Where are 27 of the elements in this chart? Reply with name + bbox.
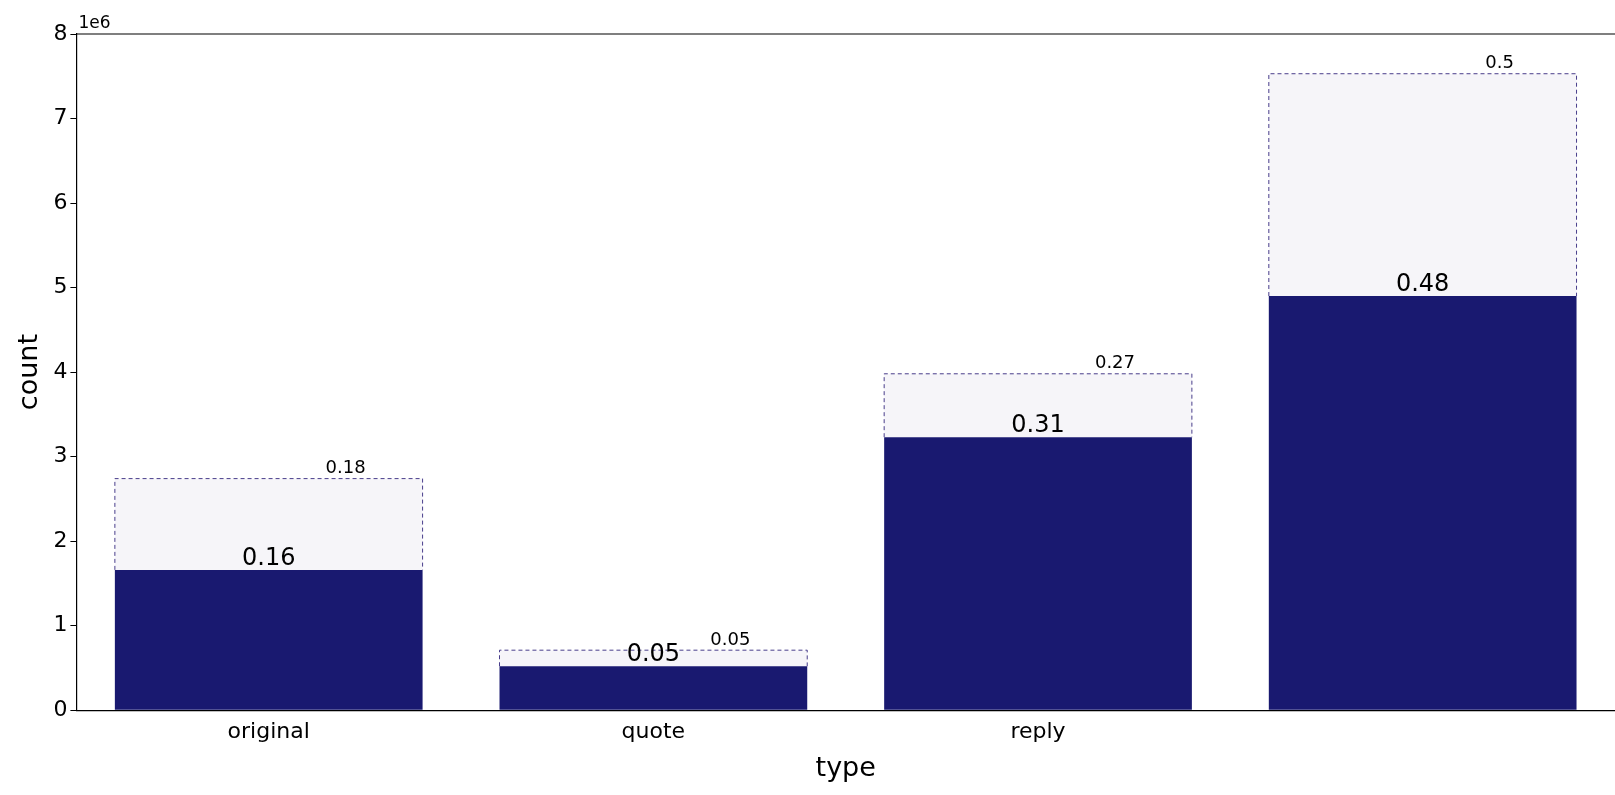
y-tick-label: 1 bbox=[53, 611, 68, 637]
annotation: 0.05 bbox=[710, 627, 751, 649]
x-axis-title: type bbox=[815, 750, 876, 782]
x-tick-label: reply bbox=[1010, 718, 1066, 744]
x-tick-label: original bbox=[227, 718, 310, 744]
y-tick-label: 6 bbox=[53, 188, 68, 214]
y-tick-label: 7 bbox=[53, 104, 68, 130]
y-tick-label: 5 bbox=[53, 273, 68, 299]
annotation: 0.5 bbox=[1485, 51, 1514, 73]
annotation: 0.31 bbox=[1011, 410, 1065, 439]
text: 1e6 bbox=[78, 11, 111, 32]
annotation: 0.48 bbox=[1395, 269, 1450, 298]
annotation: 0.16 bbox=[242, 543, 296, 572]
x-tick-label: quote bbox=[621, 718, 686, 744]
bar bbox=[1268, 296, 1577, 710]
bar bbox=[499, 666, 808, 710]
annotation: 0.27 bbox=[1094, 351, 1135, 373]
y-tick-label: 8 bbox=[53, 19, 68, 45]
y-tick-label: 2 bbox=[53, 526, 68, 552]
y-tick-label: 3 bbox=[53, 442, 68, 468]
y-tick-label: 0 bbox=[53, 695, 68, 721]
annotation: 0.18 bbox=[325, 456, 366, 478]
bar bbox=[884, 437, 1192, 710]
bar bbox=[114, 569, 423, 710]
y-tick-label: 4 bbox=[53, 357, 68, 383]
annotation: 0.05 bbox=[626, 639, 681, 668]
y-axis-title: count bbox=[12, 334, 44, 411]
